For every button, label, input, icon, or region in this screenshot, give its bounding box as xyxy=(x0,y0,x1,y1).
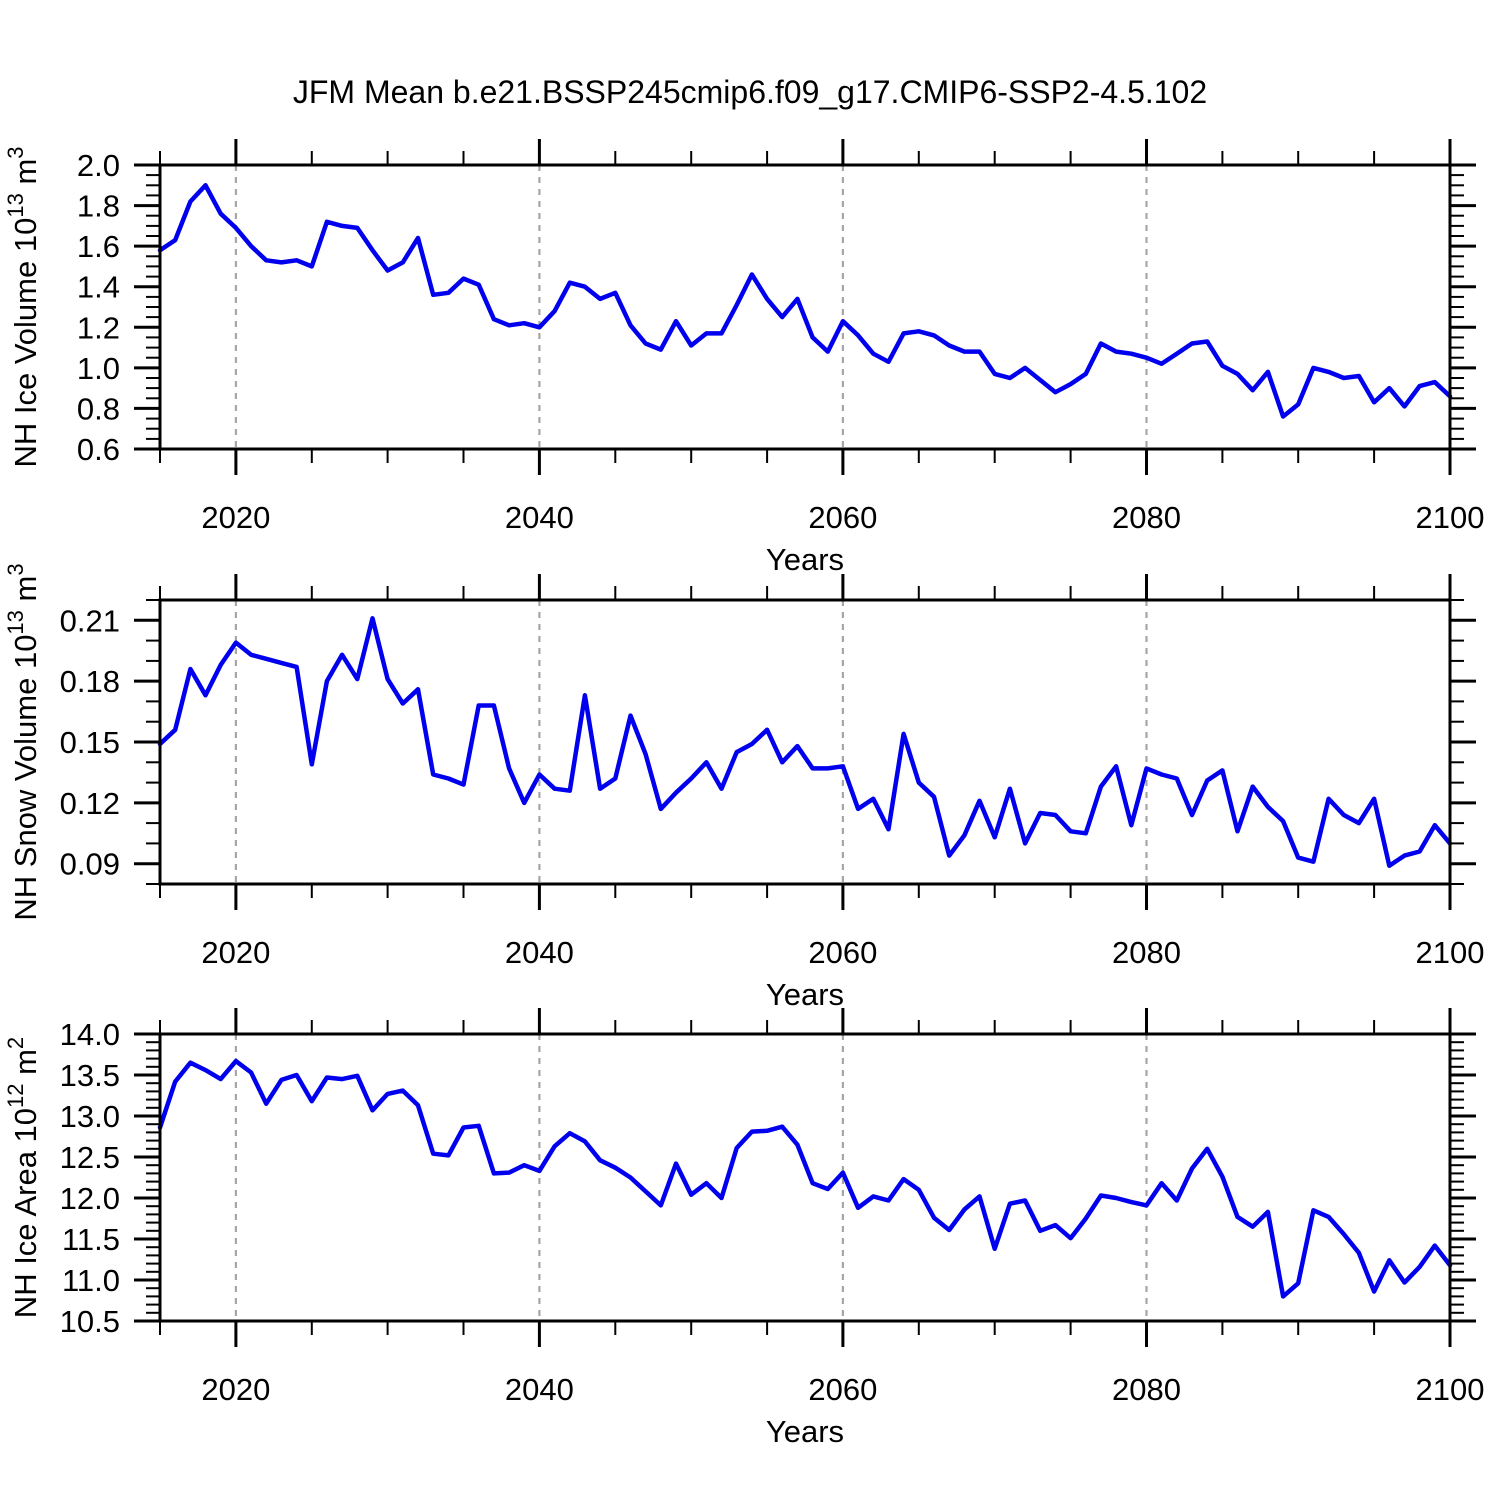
nh-snow-volume-plot: 2020 2040 2060 2080 2100 0.09 0.12 0.15 0.18 0.21… xyxy=(3,563,1484,1012)
nh-ice-area-ytick-label: 12.0 xyxy=(60,1181,120,1216)
nh-snow-volume-ytick-label: 0.21 xyxy=(60,603,120,638)
nh-ice-volume-ytick-label: 0.8 xyxy=(77,391,120,426)
nh-ice-area-plot: 2020 2040 2060 2080 2100 10.5 11.0 11.5 12.0 12.5… xyxy=(3,1008,1484,1449)
nh-ice-area-ytick-label: 10.5 xyxy=(60,1304,120,1339)
nh-ice-area-ylabel: NH Ice Area 1012 m2 xyxy=(3,1037,43,1318)
nh-ice-volume-xlabel: Years xyxy=(766,542,844,577)
nh-snow-volume-xtick-label: 2060 xyxy=(808,935,877,970)
nh-ice-area-ytick-label: 11.0 xyxy=(62,1263,120,1298)
nh-snow-volume-ytick-label: 0.15 xyxy=(60,725,120,760)
nh-ice-area-ytick-label: 14.0 xyxy=(60,1017,120,1052)
nh-ice-volume-xtick-label: 2060 xyxy=(808,500,877,535)
nh-ice-area-xtick-label: 2020 xyxy=(201,1372,270,1407)
nh-ice-volume-ytick-label: 0.6 xyxy=(77,432,120,467)
nh-ice-area-xlabel: Years xyxy=(766,1414,844,1449)
nh-snow-volume-xlabel: Years xyxy=(766,977,844,1012)
nh-snow-volume-ytick-label: 0.12 xyxy=(60,786,120,821)
nh-ice-area-xtick-label: 2080 xyxy=(1112,1372,1181,1407)
nh-ice-area-ytick-label: 13.0 xyxy=(60,1099,120,1134)
nh-ice-area-frame xyxy=(158,1032,1452,1323)
nh-snow-volume-ylabel: NH Snow Volume 1013 m3 xyxy=(3,563,43,920)
nh-ice-area-ytick-label: 11.5 xyxy=(62,1222,120,1257)
nh-ice-area-line xyxy=(157,1058,1453,1299)
nh-ice-volume-ytick-label: 1.8 xyxy=(77,189,120,224)
nh-ice-volume-plot: 2020 2040 2060 2080 2100 0.6 0.8 1.0 1.2 1.4 1.6 1.… xyxy=(3,139,1484,577)
nh-ice-area-xtick-label: 2100 xyxy=(1416,1372,1485,1407)
nh-snow-volume-frame xyxy=(158,598,1452,886)
nh-ice-area-xtick-label: 2060 xyxy=(808,1372,877,1407)
nh-ice-volume-line xyxy=(157,183,1453,419)
nh-ice-volume-ytick-label: 1.0 xyxy=(77,351,120,386)
nh-ice-volume-xtick-label: 2020 xyxy=(201,500,270,535)
nh-snow-volume-xtick-label: 2020 xyxy=(201,935,270,970)
nh-ice-volume-ytick-label: 2.0 xyxy=(77,148,120,183)
nh-snow-volume-ytick-label: 0.09 xyxy=(60,847,120,882)
nh-ice-volume-xtick-label: 2040 xyxy=(505,500,574,535)
nh-ice-volume-ytick-label: 1.2 xyxy=(77,310,120,345)
nh-snow-volume-xtick-label: 2100 xyxy=(1416,935,1485,970)
nh-ice-volume-ytick-label: 1.6 xyxy=(77,229,120,264)
nh-snow-volume-ytick-label: 0.18 xyxy=(60,664,120,699)
nh-ice-volume-ytick-label: 1.4 xyxy=(77,270,120,305)
nh-ice-volume-ylabel: NH Ice Volume 1013 m3 xyxy=(3,146,43,467)
nh-ice-volume-xtick-label: 2080 xyxy=(1112,500,1181,535)
nh-ice-area-xtick-label: 2040 xyxy=(505,1372,574,1407)
nh-ice-area-ytick-label: 13.5 xyxy=(60,1058,120,1093)
nh-snow-volume-xtick-label: 2040 xyxy=(505,935,574,970)
figure-title: JFM Mean b.e21.BSSP245cmip6.f09_g17.CMIP… xyxy=(292,74,1208,110)
nh-ice-volume-frame xyxy=(158,163,1452,451)
nh-ice-area-ytick-label: 12.5 xyxy=(60,1140,120,1175)
nh-snow-volume-xtick-label: 2080 xyxy=(1112,935,1181,970)
nh-snow-volume-line xyxy=(157,616,1453,868)
nh-ice-volume-xtick-label: 2100 xyxy=(1416,500,1485,535)
